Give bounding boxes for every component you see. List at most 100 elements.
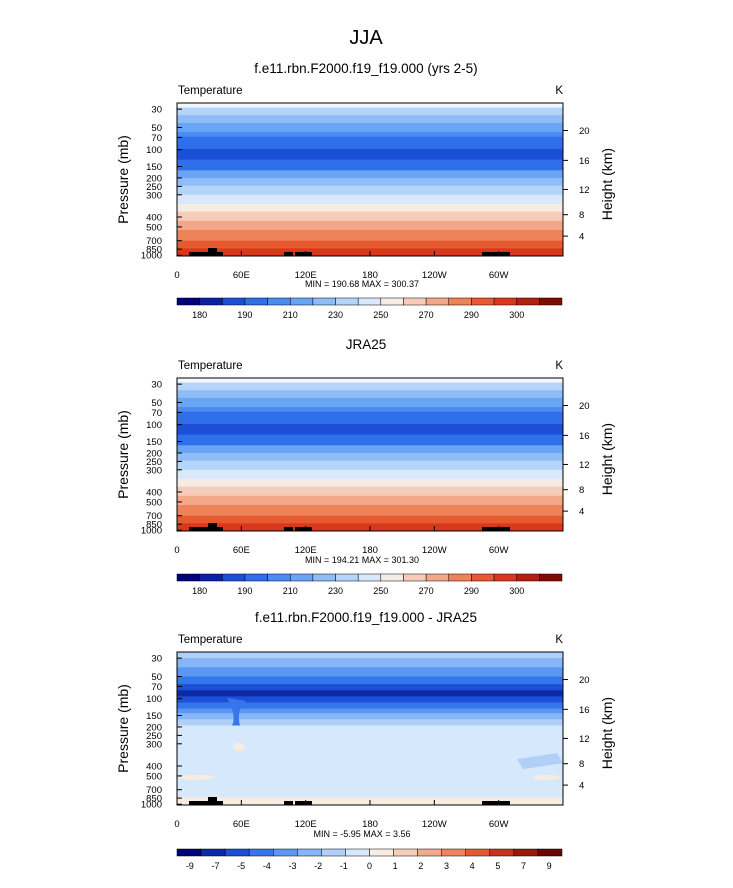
contour-band [177,719,563,727]
colorbar-label: 7 [521,861,526,871]
panel-title: f.e11.rbn.F2000.f19_f19.000 (yrs 2-5) [254,61,477,76]
y-tick-label: 150 [146,437,162,448]
terrain-mask [189,801,208,805]
colorbar-swatch [222,573,246,582]
x-tick-label: 60E [233,819,250,830]
y-tick-label: 500 [146,497,162,508]
contour-band [177,667,563,678]
terrain-mask [295,252,312,256]
y-tick-label: 850 [146,245,162,256]
colorbar-swatch [222,297,246,306]
contour-band [177,504,563,517]
y-right-tick-label: 20 [579,401,590,412]
colorbar-swatch [273,848,298,857]
colorbar-swatch [425,297,450,306]
colorbar-swatch [224,848,250,857]
colorbar-label: 210 [283,310,298,320]
y-tick-label: 50 [151,672,162,683]
terrain-mask [217,801,223,805]
x-tick-label: 180 [362,819,378,830]
y-tick-label: 400 [146,487,162,498]
contour-feature [227,697,246,726]
contour-band [177,702,563,710]
contour-band [177,122,563,133]
x-tick-label: 60W [489,819,509,830]
colorbar-label: 0 [367,861,372,871]
colorbar-label: -3 [288,861,296,871]
contour-band [177,159,563,171]
colorbar-swatch [335,297,359,306]
x-tick-label: 60E [233,270,250,281]
colorbar-label: 190 [237,310,252,320]
y-tick-label: 1000 [141,526,162,537]
left-string: Temperature [178,85,243,97]
y-right-tick-label: 12 [579,734,590,745]
colorbar-swatch [441,848,466,857]
colorbar-swatch [199,573,223,582]
contour-band [177,148,563,161]
colorbar-swatch [393,848,418,857]
chart-panel-3: f.e11.rbn.F2000.f19_f19.000 - JRA25 Tempe… [115,610,615,871]
terrain-mask [189,252,208,256]
y-tick-label: 150 [146,162,162,173]
contour-band [177,708,563,714]
colorbar-swatch [312,573,336,582]
y-tick-label: 1000 [141,251,162,262]
colorbar-swatch [289,573,314,582]
colorbar-swatch [297,848,322,857]
y-tick-label: 100 [146,145,162,156]
colorbar-label: -4 [263,861,271,871]
y-tick-label: 50 [151,123,162,134]
y-right-tick-label: 16 [579,156,590,167]
terrain-mask [217,252,223,256]
y-right-tick-label: 8 [579,485,584,496]
colorbar-swatch [448,297,472,306]
stats-label: MIN = 190.68 MAX = 300.37 [305,279,419,289]
y-tick-label: 30 [151,654,162,665]
y-tick-label: 250 [146,731,162,742]
contour-feature [517,753,563,770]
y-tick-label: 30 [151,105,162,116]
contour-band [177,460,563,471]
x-tick-label: 180 [362,545,378,556]
y-tick-label: 700 [146,785,162,796]
y-tick-label: 250 [146,457,162,468]
y-tick-label: 200 [146,722,162,733]
colorbar-swatch [448,573,472,582]
colorbar-swatch [471,297,495,306]
contour-band [177,378,563,384]
y-tick-label: 400 [146,761,162,772]
contour-band [177,445,563,454]
contour-band [177,229,563,242]
terrain-mask [217,527,223,531]
contour-band [177,652,563,659]
contour-band [177,495,563,506]
contour-band [177,136,563,150]
left-string: Temperature [178,634,243,646]
x-tick-label: 60W [489,270,509,281]
contour-band [177,382,563,391]
colorbar-label: 5 [495,861,500,871]
colorbar-label: 300 [509,310,524,320]
y-right-tick-label: 12 [579,185,590,196]
y-right-axis-label: Height (km) [599,148,615,220]
colorbar-swatch [516,297,540,306]
colorbar-label: 1 [393,861,398,871]
contour-band [177,423,563,436]
terrain-mask [295,801,312,805]
contour-band [177,390,563,399]
y-tick-label: 50 [151,398,162,409]
terrain-mask [482,252,510,256]
contour-band [177,203,563,213]
colorbar-swatch [321,848,346,857]
terrain-mask [284,527,293,531]
terrain-mask [208,797,217,805]
y-tick-label: 850 [146,520,162,531]
y-tick-label: 700 [146,236,162,247]
right-string: K [555,360,563,372]
colorbar-swatch [345,848,370,857]
y-tick-label: 500 [146,222,162,233]
stats-label: MIN = 194.21 MAX = 301.30 [305,555,419,565]
y-right-tick-label: 16 [579,705,590,716]
colorbar-label: 180 [192,310,207,320]
